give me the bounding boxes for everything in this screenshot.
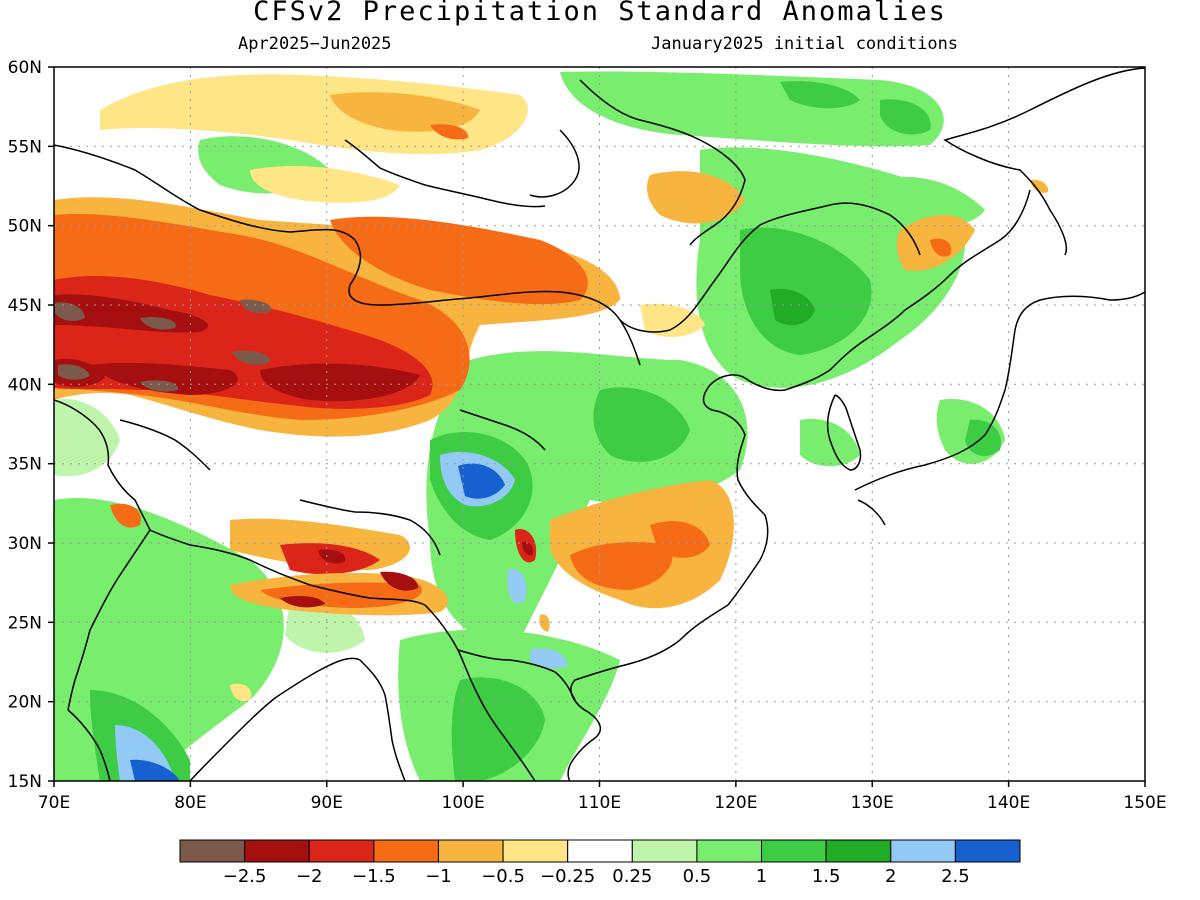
lon-label: 80E (174, 793, 206, 813)
colorbar-label: 0.5 (683, 866, 712, 887)
colorbar-label: 1.5 (812, 866, 841, 887)
colorbar-swatch (308, 839, 375, 863)
lat-label: 60N (8, 58, 42, 78)
lat-label: 55N (8, 137, 42, 157)
lat-label: 35N (8, 455, 42, 475)
anomaly-field (54, 67, 1145, 781)
map-title: CFSv2 Precipitation Standard Anomalies (253, 0, 947, 27)
colorbar-swatch (437, 839, 504, 863)
colorbar-label: −1.5 (352, 866, 396, 887)
lon-label: 130E (851, 793, 894, 813)
colorbar-swatch (373, 839, 439, 863)
colorbar-swatch (631, 839, 698, 863)
colorbar-label: −2 (296, 866, 323, 887)
colorbar-swatch (954, 839, 1021, 863)
colorbar-swatch (761, 839, 827, 863)
lat-label: 30N (8, 534, 42, 554)
colorbar-swatch (502, 839, 569, 863)
lon-label: 70E (38, 793, 70, 813)
colorbar-swatch (696, 839, 763, 863)
lat-label: 15N (8, 772, 42, 792)
graticule (54, 67, 1145, 781)
colorbar-swatch (825, 839, 892, 863)
colorbar (179, 839, 1021, 863)
lat-label: 25N (8, 613, 42, 633)
latitude-labels: 15N 20N 25N 30N 35N 40N 45N 50N 55N 60N (8, 58, 54, 792)
colorbar-swatch (179, 839, 246, 863)
lon-label: 140E (987, 793, 1030, 813)
lat-label: 40N (8, 375, 42, 395)
colorbar-swatch (244, 839, 310, 863)
lat-label: 20N (8, 693, 42, 713)
lon-label: 90E (311, 793, 343, 813)
lon-label: 110E (578, 793, 621, 813)
colorbar-labels: −2.5 −2 −1.5 −1 −0.5 −0.25 0.25 0.5 1 1.5 2 2.5 (223, 866, 970, 887)
lat-label: 45N (8, 296, 42, 316)
colorbar-label: −0.25 (540, 866, 595, 887)
colorbar-swatch (890, 839, 956, 863)
initial-conditions: January2025 initial conditions (651, 34, 959, 54)
longitude-labels: 70E 80E 90E 100E 110E 120E 130E 140E 150E (38, 781, 1167, 813)
forecast-period: Apr2025−Jun2025 (238, 34, 392, 54)
colorbar-label: 0.25 (612, 866, 652, 887)
lon-label: 150E (1123, 793, 1166, 813)
colorbar-label: 1 (756, 866, 767, 887)
lon-label: 100E (442, 793, 485, 813)
coastlines-borders (54, 67, 1145, 781)
colorbar-swatch (567, 839, 633, 863)
colorbar-label: 2.5 (941, 866, 970, 887)
colorbar-label: −0.5 (481, 866, 525, 887)
colorbar-label: 2 (885, 866, 896, 887)
colorbar-label: −2.5 (223, 866, 267, 887)
lon-label: 120E (714, 793, 757, 813)
colorbar-label: −1 (425, 866, 452, 887)
lat-label: 50N (8, 217, 42, 237)
